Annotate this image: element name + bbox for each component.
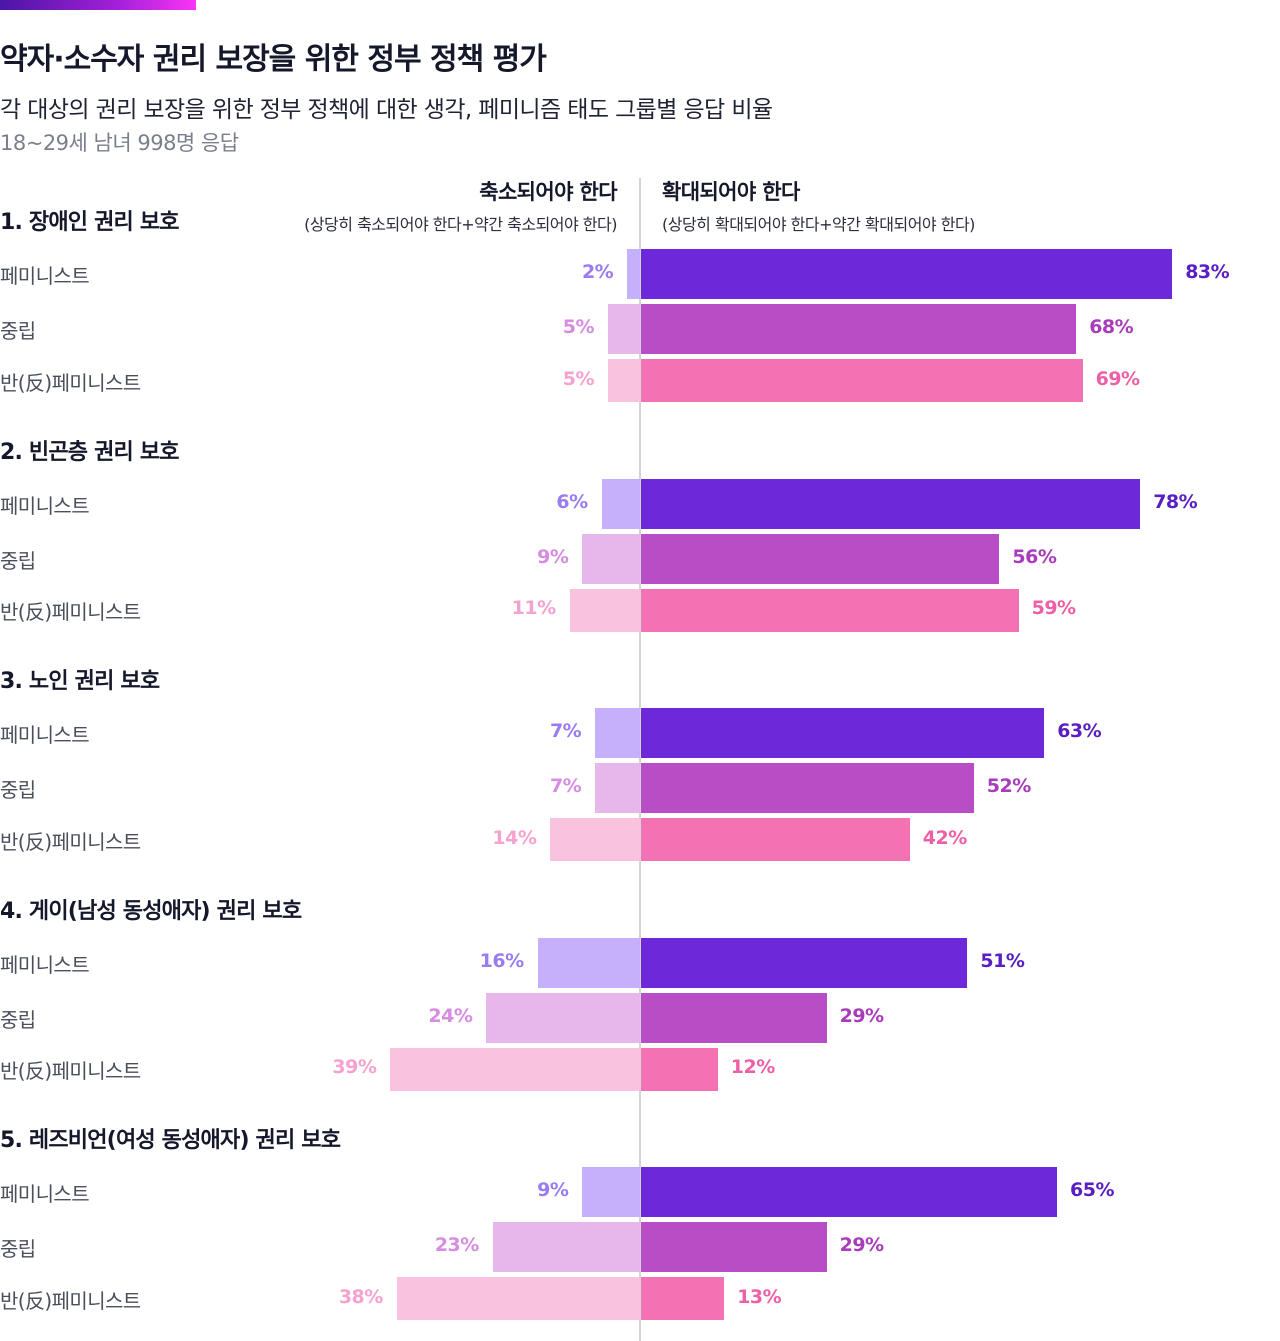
value-label-shrink: 2% (581, 261, 614, 283)
value-label-expand: 68% (1089, 316, 1134, 338)
value-label-shrink: 38% (338, 1285, 383, 1308)
bar-expand-neutral (641, 304, 1077, 354)
bar-shrink-neutral (582, 533, 640, 584)
bar-shrink-anti (569, 588, 640, 632)
bar-shrink-anti (608, 359, 640, 402)
section-title: 1. 장애인 권리 보호 (0, 210, 180, 235)
bar-shrink-anti (390, 1047, 640, 1091)
bar-expand-anti (641, 588, 1019, 632)
value-label-shrink: 5% (562, 316, 595, 338)
value-label-expand: 42% (922, 826, 967, 849)
row-label-anti: 반(反)페미니스트 (0, 1059, 141, 1083)
value-label-expand: 52% (986, 775, 1031, 797)
value-label-shrink: 7% (549, 775, 582, 797)
value-label-shrink: 24% (428, 1004, 473, 1027)
value-label-expand: 65% (1070, 1179, 1114, 1201)
bar-expand-neutral (641, 992, 827, 1043)
center-axis-line (639, 178, 641, 1341)
bar-expand-feminist (641, 249, 1173, 299)
bar-expand-neutral (641, 1222, 827, 1272)
column-header-shrink: 축소되어야 한다 (상당히 축소되어야 한다+약간 축소되어야 한다) (304, 176, 618, 235)
row-label-feminist: 페미니스트 (0, 264, 90, 288)
bar-shrink-neutral (608, 304, 640, 354)
value-label-expand: 13% (737, 1285, 782, 1308)
bar-shrink-feminist (537, 937, 640, 988)
value-label-shrink: 5% (562, 367, 595, 390)
column-label-shrink: 축소되어야 한다 (479, 180, 617, 204)
chart-title: 약자·소수자 권리 보장을 위한 정부 정책 평가 (0, 42, 547, 77)
bar-shrink-neutral (492, 1222, 640, 1272)
bar-expand-neutral (641, 533, 1000, 584)
column-label-expand: 확대되어야 한다 (662, 180, 800, 204)
bar-shrink-neutral (595, 763, 640, 813)
column-sublabel-shrink: (상당히 축소되어야 한다+약간 축소되어야 한다) (304, 215, 617, 234)
bar-shrink-anti (550, 818, 640, 861)
bar-expand-feminist (641, 478, 1141, 529)
value-label-expand: 83% (1185, 261, 1230, 283)
bar-shrink-feminist (582, 1167, 640, 1217)
bar-shrink-anti (396, 1277, 640, 1320)
row-label-feminist: 페미니스트 (0, 493, 90, 518)
value-label-shrink: 39% (332, 1056, 377, 1078)
bar-shrink-feminist (595, 708, 640, 758)
value-label-shrink: 14% (492, 826, 537, 849)
section-title: 4. 게이(남성 동성애자) 권리 보호 (0, 898, 302, 924)
column-header-expand: 확대되어야 한다 (상당히 확대되어야 한다+약간 확대되어야 한다) (662, 176, 975, 235)
bar-shrink-feminist (627, 249, 640, 299)
value-label-shrink: 9% (537, 545, 569, 568)
row-label-feminist: 페미니스트 (0, 1182, 90, 1206)
row-label-neutral: 중립 (0, 319, 36, 343)
value-label-shrink: 16% (479, 949, 524, 972)
value-label-shrink: 11% (511, 597, 556, 619)
bar-shrink-feminist (601, 478, 640, 529)
row-label-anti: 반(反)페미니스트 (0, 1288, 141, 1313)
row-label-neutral: 중립 (0, 1237, 36, 1261)
brand-accent-bar (0, 0, 196, 10)
bar-expand-anti (641, 818, 910, 861)
row-label-feminist: 페미니스트 (0, 952, 90, 977)
value-label-shrink: 7% (549, 720, 582, 742)
bar-expand-anti (641, 1047, 718, 1091)
bar-expand-anti (641, 359, 1083, 402)
sample-note: 18~29세 남녀 998명 응답 (0, 131, 239, 155)
row-label-neutral: 중립 (0, 778, 36, 802)
bar-shrink-neutral (486, 992, 640, 1043)
bar-expand-anti (641, 1277, 725, 1320)
value-label-shrink: 6% (556, 490, 588, 513)
section-title: 5. 레즈비언(여성 동성애자) 권리 보호 (0, 1128, 341, 1153)
value-label-expand: 69% (1095, 367, 1140, 390)
bar-expand-feminist (641, 708, 1045, 758)
bar-expand-feminist (641, 937, 968, 988)
column-sublabel-expand: (상당히 확대되어야 한다+약간 확대되어야 한다) (662, 215, 975, 234)
value-label-expand: 56% (1012, 545, 1057, 568)
row-label-neutral: 중립 (0, 548, 36, 573)
row-label-neutral: 중립 (0, 1007, 36, 1032)
section-title: 3. 노인 권리 보호 (0, 669, 160, 694)
value-label-expand: 51% (980, 949, 1025, 972)
value-label-expand: 78% (1153, 490, 1198, 513)
chart-subtitle: 각 대상의 권리 보장을 위한 정부 정책에 대한 생각, 페미니즘 태도 그룹… (0, 97, 773, 123)
value-label-expand: 59% (1031, 597, 1076, 619)
value-label-shrink: 23% (434, 1234, 479, 1256)
value-label-shrink: 9% (537, 1179, 569, 1201)
row-label-anti: 반(反)페미니스트 (0, 370, 141, 395)
bar-expand-feminist (641, 1167, 1057, 1217)
row-label-anti: 반(反)페미니스트 (0, 600, 141, 624)
row-label-feminist: 페미니스트 (0, 723, 90, 747)
bar-expand-neutral (641, 763, 974, 813)
value-label-expand: 63% (1057, 720, 1102, 742)
value-label-expand: 29% (839, 1234, 884, 1256)
value-label-expand: 12% (730, 1056, 775, 1078)
row-label-anti: 반(反)페미니스트 (0, 829, 141, 854)
value-label-expand: 29% (839, 1004, 884, 1027)
section-title: 2. 빈곤층 권리 보호 (0, 439, 180, 465)
